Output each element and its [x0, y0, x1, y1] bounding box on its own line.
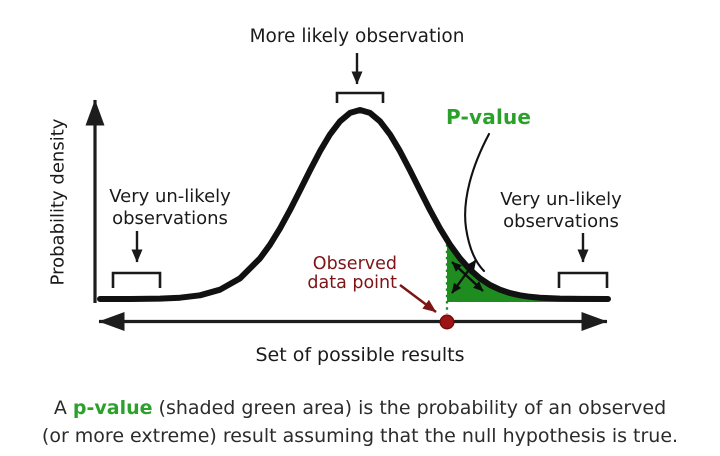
- observed-label-line2: data point: [307, 272, 397, 293]
- more-likely-observation-label: More likely observation: [249, 26, 465, 47]
- caption-line2: (or more extreme) result assuming that t…: [41, 424, 679, 447]
- caption-prefix: A: [53, 397, 73, 419]
- unlikely-right-line1: Very un-likely: [500, 189, 622, 210]
- unlikely-left-label: Very un-likely observations: [109, 186, 231, 230]
- caption-term-p-value: p-value: [72, 397, 153, 419]
- unlikely-left-bracket: [111, 271, 162, 288]
- bell-curve: [97, 107, 611, 302]
- peak-bracket: [335, 91, 385, 103]
- more-extreme-arrow-2: [451, 259, 477, 294]
- observed-label-line1: Observed: [312, 254, 397, 274]
- unlikely-left-line2: observations: [112, 208, 228, 229]
- unlikely-left-line1: Very un-likely: [109, 186, 231, 207]
- unlikely-right-label: Very un-likely observations: [500, 189, 622, 233]
- unlikely-right-line2: observations: [503, 211, 619, 232]
- caption-line1-rest: (shaded green area) is the probability o…: [152, 397, 667, 419]
- observed-data-point-arrow: [399, 284, 437, 313]
- y-axis-title: Probability density: [47, 118, 69, 286]
- unlikely-right-bracket: [557, 271, 609, 288]
- observed-data-point-label: Observed data point: [307, 255, 397, 292]
- p-value-label: P-value: [446, 105, 532, 129]
- observed-data-point-dot: [439, 314, 455, 330]
- x-axis-title: Set of possible results: [255, 344, 465, 366]
- p-value-pointer-line: [464, 132, 491, 273]
- figure-caption: A p-value (shaded green area) is the pro…: [0, 395, 720, 450]
- caption-line1: A p-value (shaded green area) is the pro…: [0, 395, 720, 423]
